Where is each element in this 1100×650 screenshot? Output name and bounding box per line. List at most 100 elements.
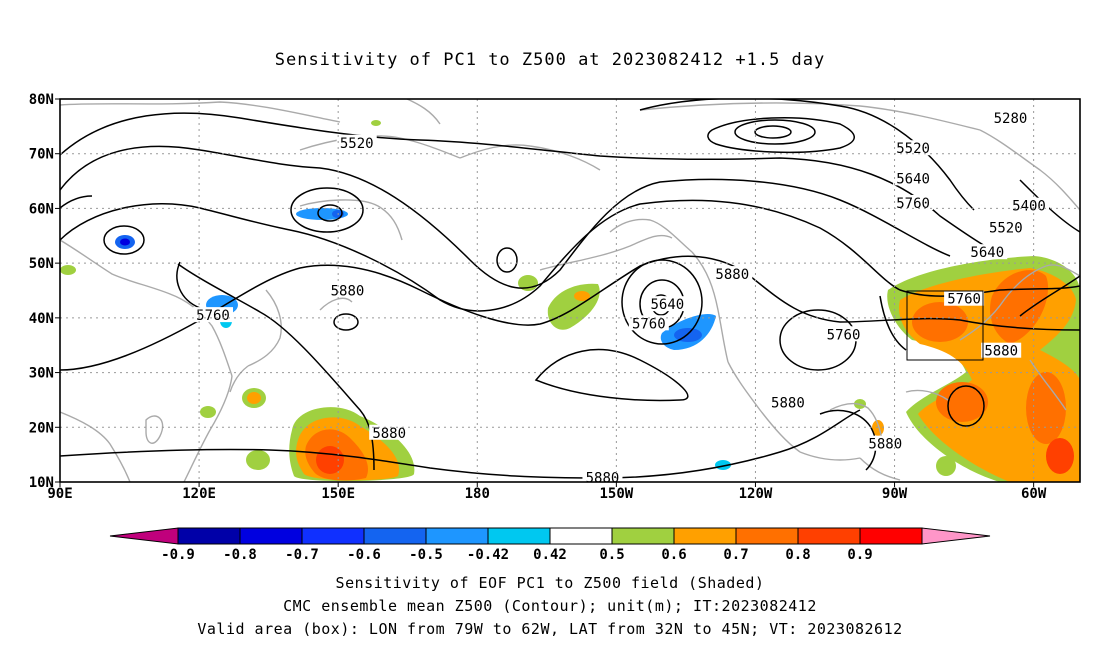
contour-low-kamchatka xyxy=(290,187,364,233)
lon-label: 150E xyxy=(321,486,355,502)
colorbar: -0.9 -0.8 -0.7 -0.6 -0.5 -0.42 0.42 0.5 0.6 0.7 0.… xyxy=(109,527,991,563)
latlon-grid xyxy=(60,99,1080,482)
colorbar-box xyxy=(363,527,427,545)
contour-label-bg xyxy=(865,435,906,451)
contour-label: 5760 xyxy=(196,308,230,324)
lat-label: 80N xyxy=(29,92,54,108)
contour-5520 xyxy=(60,112,986,247)
lat-label: 30N xyxy=(29,366,54,382)
footer-line-1: Sensitivity of EOF PC1 to Z500 field (Sh… xyxy=(335,574,765,592)
footer-line-2: CMC ensemble mean Z500 (Contour); unit(m… xyxy=(283,597,817,615)
colorbar-label: 0.42 xyxy=(533,547,567,563)
coastlines xyxy=(60,99,1080,482)
contour-label-bg xyxy=(369,424,410,440)
contour-label: 5880 xyxy=(771,396,805,412)
contour-label: 5400 xyxy=(1012,199,1046,215)
contour-label: 5880 xyxy=(331,284,365,300)
contour-label: 5640 xyxy=(651,297,685,313)
contour-5280 xyxy=(707,117,855,154)
contour-high-centralpac xyxy=(333,313,359,331)
colorbar-label: -0.8 xyxy=(223,547,257,563)
colorbar-box xyxy=(549,527,613,545)
colorbar-label: -0.42 xyxy=(467,547,509,563)
valid-area-box xyxy=(906,290,984,361)
contour-high-wpac xyxy=(496,247,518,273)
contour-5760-a xyxy=(60,199,1080,312)
contour-label: 5520 xyxy=(340,136,374,152)
contour-label-bg xyxy=(893,140,934,156)
contour-label-bg xyxy=(767,394,808,410)
colorbar-label: -0.9 xyxy=(161,547,195,563)
contour-label: 5880 xyxy=(868,437,902,453)
contour-5880-south xyxy=(60,409,861,479)
contour-label: 5760 xyxy=(827,327,861,343)
colorbar-label: 0.6 xyxy=(661,547,686,563)
contour-label-bg xyxy=(823,326,864,342)
longitude-labels: 90E 120E 150E 180 150W 120W 90W 60W xyxy=(47,482,1047,502)
colorbar-label: 0.8 xyxy=(785,547,810,563)
contour-label-bg xyxy=(327,282,368,298)
contour-label: 5880 xyxy=(984,344,1018,360)
footer-line-3: Valid area (box): LON from 79W to 62W, L… xyxy=(197,620,903,638)
lon-label: 180 xyxy=(465,486,490,502)
colorbar-label: -0.6 xyxy=(347,547,381,563)
contour-label-bg xyxy=(985,219,1026,235)
lat-label: 70N xyxy=(29,147,54,163)
contour-label-bg xyxy=(967,244,1008,260)
contour-label-bg xyxy=(893,170,934,186)
contour-label: 5640 xyxy=(970,245,1004,261)
lon-label: 120E xyxy=(182,486,216,502)
contour-label: 5640 xyxy=(896,171,930,187)
colorbar-left-arrow xyxy=(109,527,179,545)
lat-label: 20N xyxy=(29,420,54,436)
colorbar-box xyxy=(859,527,923,545)
contour-label-bg xyxy=(647,296,688,312)
colorbar-label: 0.5 xyxy=(599,547,624,563)
map-title: Sensitivity of PC1 to Z500 at 2023082412… xyxy=(274,50,826,70)
contour-label: 5760 xyxy=(632,316,666,332)
colorbar-box xyxy=(611,527,675,545)
lon-label: 120W xyxy=(739,486,773,502)
contour-high-atlantic xyxy=(947,385,985,427)
contour-label: 5760 xyxy=(896,196,930,212)
lat-label: 50N xyxy=(29,256,54,272)
colorbar-label: -0.5 xyxy=(409,547,443,563)
contour-label: 5880 xyxy=(715,267,749,283)
colorbar-box xyxy=(487,527,551,545)
contour-labels: 5280 5520 5520 5640 5760 5400 5520 5640 5880 5880… xyxy=(193,110,1049,487)
colorbar-box xyxy=(239,527,303,545)
sensitivity-shading xyxy=(60,120,1080,482)
contour-label-bg xyxy=(336,134,377,150)
contour-low-siberia xyxy=(103,225,145,255)
contour-5880-main xyxy=(60,255,1080,371)
colorbar-right-arrow xyxy=(921,527,991,545)
contour-label-bg xyxy=(628,315,669,331)
contour-label: 5520 xyxy=(989,221,1023,237)
latitude-labels: 80N 70N 60N 50N 40N 30N 20N 10N xyxy=(29,92,60,491)
contour-label-bg xyxy=(990,110,1031,126)
colorbar-box xyxy=(177,527,241,545)
colorbar-label: -0.7 xyxy=(285,547,319,563)
colorbar-box xyxy=(673,527,737,545)
contour-label-bg xyxy=(1009,197,1049,213)
colorbar-box xyxy=(797,527,861,545)
lon-label: 90E xyxy=(47,486,72,502)
contour-label: 5880 xyxy=(372,426,406,442)
contour-label: 5280 xyxy=(994,111,1028,127)
contour-label-bg xyxy=(193,307,233,323)
colorbar-label: 0.7 xyxy=(723,547,748,563)
contour-low-eastpac xyxy=(621,259,703,345)
colorbar-label: 0.9 xyxy=(847,547,872,563)
contour-label: 5760 xyxy=(947,292,981,308)
contour-label-bg xyxy=(712,266,753,282)
pos-patch-northpacific xyxy=(547,283,600,330)
colorbar-box xyxy=(735,527,799,545)
contour-5640 xyxy=(60,145,951,289)
colorbar-box xyxy=(301,527,365,545)
contour-label-bg xyxy=(944,290,985,306)
lon-label: 90W xyxy=(882,486,908,502)
contour-label-bg xyxy=(893,194,934,210)
plot-frame xyxy=(59,98,1081,483)
colorbar-box xyxy=(425,527,489,545)
contour-label: 5880 xyxy=(586,471,620,487)
